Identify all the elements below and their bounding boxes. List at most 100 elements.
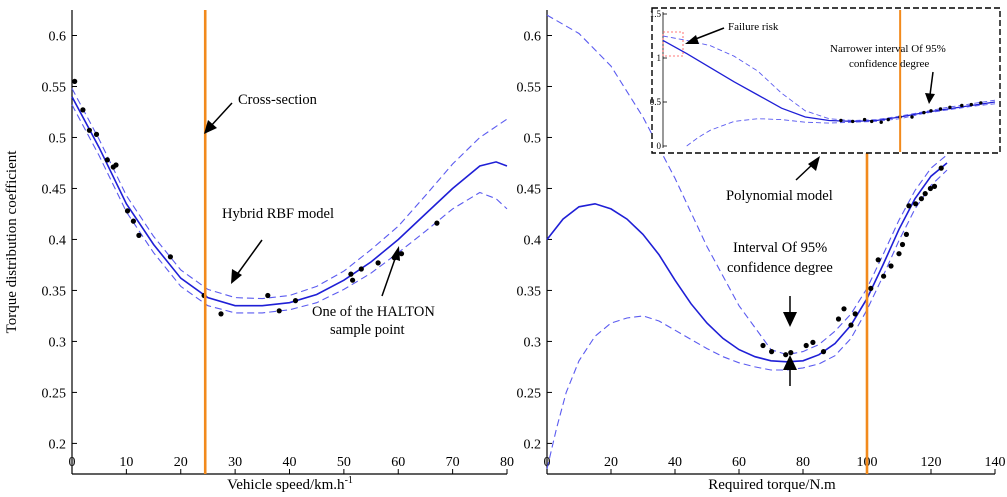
left-sample-point (86, 127, 92, 133)
inset-sample-point (960, 103, 964, 108)
left-series-0-line (71, 96, 508, 307)
inset-sample-point (948, 105, 952, 110)
inset-frame (651, 7, 1001, 154)
narrower-label-line2: confidence degree (849, 58, 929, 70)
inset-y-tick-label: 0.5 (650, 97, 662, 107)
inset-ticks: 0 0.5 1 1.5 (650, 9, 667, 151)
right-x-tick-label: 0 (544, 455, 551, 470)
failure-risk-box (662, 31, 684, 57)
right-sample-point (903, 231, 910, 237)
left-x-tick-label: 60 (391, 455, 405, 470)
cross-section-arrow-line (209, 102, 233, 128)
right-x-tick-label: 120 (921, 455, 942, 470)
cross-section-label: Cross-section (238, 92, 318, 108)
failure-risk-arrow-line (692, 27, 725, 41)
left-sample-point (167, 254, 173, 260)
right-y-tick-label: 0.3 (524, 335, 542, 350)
inset-y-tick-label: 1.5 (650, 9, 662, 19)
right-sample-point (931, 183, 938, 189)
left-sample-point (113, 162, 119, 168)
right-sample-point (852, 311, 858, 317)
halton-label-line2: sample point (330, 322, 405, 338)
right-sample-point (918, 196, 925, 202)
right-sample-point (875, 257, 881, 263)
left-sample-point (130, 218, 136, 224)
right-x-axis-label: Required torque/N.m (708, 477, 836, 492)
right-sample-point (913, 201, 919, 207)
inset-sample-point (929, 109, 933, 113)
right-y-tick-label: 0.45 (517, 182, 542, 197)
failure-risk-label: Failure risk (728, 21, 779, 33)
left-series-2-line (71, 104, 508, 314)
right-sample-point (938, 165, 944, 171)
left-y-tick-label: 0.55 (42, 80, 67, 95)
halton-arrowhead (391, 246, 400, 261)
right-series-0-line (546, 162, 948, 363)
left-y-tick-label: 0.6 (49, 29, 67, 44)
right-x-tick-label: 80 (796, 455, 810, 470)
right-y-tick-label: 0.5 (524, 131, 542, 146)
left-sample-point (358, 266, 364, 272)
left-y-tick-label: 0.25 (42, 386, 67, 401)
left-y-axis-label: Torque distribution coefficient (4, 150, 20, 334)
right-y-tick-label: 0.25 (517, 386, 542, 401)
narrower-arrowhead (925, 93, 935, 104)
right-sample-point (927, 185, 934, 192)
right-y-tick-label: 0.4 (524, 233, 542, 248)
right-chart: 0204060801001201400.20.250.30.350.40.450… (517, 7, 1006, 493)
left-series-1-line (71, 88, 508, 300)
halton-label-line1: One of the HALTON (312, 304, 435, 320)
right-sample-point (922, 191, 928, 197)
right-series-1-line (546, 14, 948, 356)
left-sample-point (93, 131, 100, 137)
right-x-tick-label: 60 (732, 455, 746, 470)
right-x-tick-label: 20 (604, 455, 618, 470)
narrower-arrow-line (929, 71, 934, 96)
left-series-lines (71, 88, 508, 314)
right-sample-point (906, 203, 912, 209)
right-sample-point (783, 352, 789, 358)
inset-sample-point (839, 118, 843, 123)
right-sample-point (896, 251, 902, 257)
right-series-lines (546, 14, 948, 470)
inset-series-2-line (686, 103, 996, 147)
left-y-tick-label: 0.2 (49, 437, 67, 452)
inset-sample-point (910, 115, 914, 119)
right-y-tick-label: 0.35 (517, 284, 542, 299)
left-sample-point (72, 78, 78, 84)
inset-sample-point (862, 117, 867, 122)
hybrid-rbf-arrow-line (235, 239, 263, 277)
inset-sample-point (879, 120, 883, 124)
left-sample-point (218, 311, 224, 317)
right-y-tick-label: 0.6 (524, 29, 542, 44)
left-y-tick-label: 0.45 (42, 182, 67, 197)
right-sample-point (881, 273, 887, 279)
left-x-tick-label: 50 (337, 455, 351, 470)
right-sample-point (899, 241, 906, 248)
left-sample-point (375, 260, 381, 266)
inset-y-tick-label: 0 (657, 141, 662, 151)
right-sample-point (848, 322, 854, 328)
right-series-2-line (546, 169, 948, 470)
left-sample-point (350, 277, 356, 283)
inset-chart: 0 0.5 1 1.5 Failure risk Narrower interval … (650, 7, 1001, 154)
inset-sample-point (851, 119, 855, 124)
left-y-tick-label: 0.5 (49, 131, 67, 146)
interval-label-line1: Interval Of 95% (733, 240, 827, 256)
cross-section-arrowhead (204, 120, 217, 134)
inset-sample-point (922, 110, 926, 115)
polynomial-label: Polynomial model (726, 188, 833, 204)
right-sample-point (810, 339, 816, 345)
right-y-tick-label: 0.55 (517, 80, 542, 95)
right-sample-point (788, 350, 794, 356)
left-x-tick-label: 10 (119, 455, 133, 470)
right-sample-points (760, 165, 944, 358)
hybrid-rbf-label: Hybrid RBF model (222, 206, 334, 222)
left-sample-point (265, 292, 271, 299)
right-ticks: 0204060801001201400.20.250.30.350.40.450… (517, 29, 1006, 474)
inset-sample-point (886, 117, 890, 122)
left-ticks: 0 10 20 30 40 50 60 70 80 0.2 0.25 0.3 0.35 0.4 0.45 0.… (42, 29, 514, 474)
hybrid-rbf-arrowhead (231, 269, 242, 284)
left-x-axis-label: Vehicle speed/km.h-1 (227, 475, 353, 492)
